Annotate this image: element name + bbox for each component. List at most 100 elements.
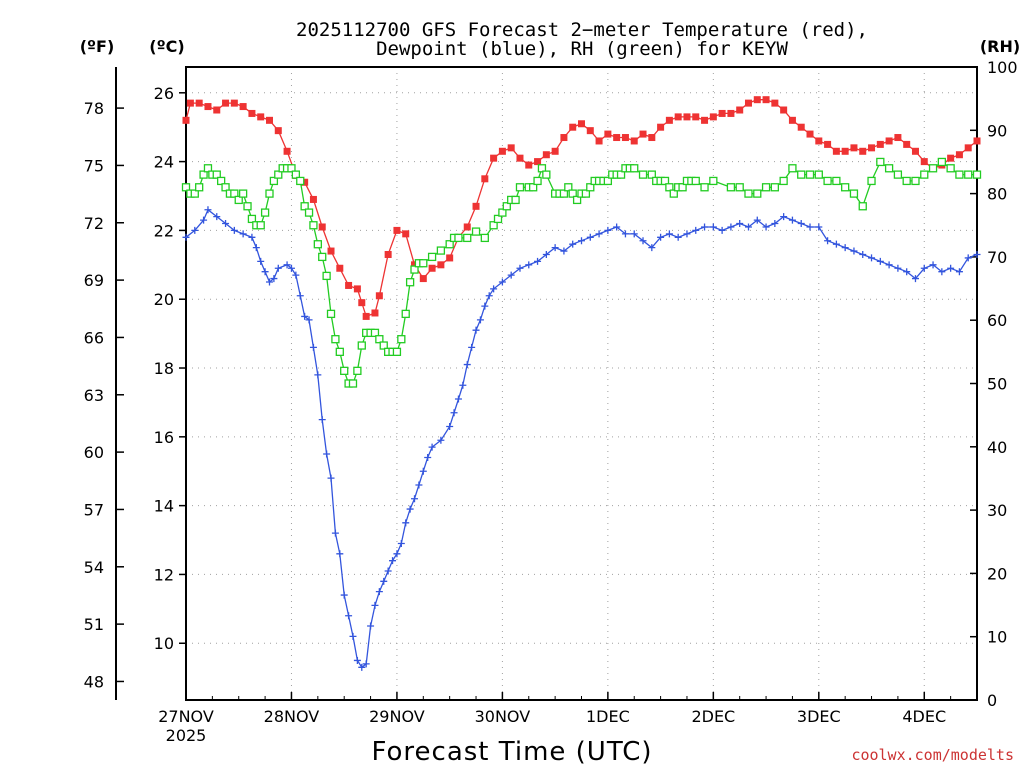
dewpoint-point — [345, 612, 353, 620]
dewpoint-point — [621, 230, 629, 238]
dewpoint-point — [929, 261, 937, 269]
temperature-point — [327, 247, 335, 255]
fahrenheit-tick-label: 78 — [84, 99, 104, 118]
dewpoint-point — [727, 223, 735, 231]
rh-tick-label: 90 — [987, 121, 1007, 140]
rh-point — [410, 265, 419, 274]
dewpoint-point — [586, 233, 594, 241]
rh-point — [814, 170, 823, 179]
dewpoint-point — [709, 223, 717, 231]
dewpoint-point — [472, 326, 480, 334]
rh-point — [340, 366, 349, 375]
temperature-point — [393, 226, 401, 234]
dewpoint-point — [648, 244, 656, 252]
dewpoint-point — [222, 220, 230, 228]
rh-point — [300, 202, 309, 211]
dewpoint-point — [415, 481, 423, 489]
rh-point — [493, 214, 503, 224]
rh-point — [709, 176, 718, 186]
rh-point — [234, 195, 243, 205]
rh-tick-label: 30 — [987, 501, 1007, 520]
temperature-point — [955, 151, 963, 159]
temperature-point — [648, 134, 656, 142]
temperature-point — [516, 154, 524, 162]
temperature-point — [318, 223, 326, 231]
fahrenheit-tick-label: 66 — [84, 328, 104, 347]
rh-point — [779, 176, 788, 186]
dewpoint-point — [630, 230, 638, 238]
temperature-point — [753, 96, 761, 104]
rh-point — [542, 170, 551, 179]
temperature-point — [446, 254, 454, 262]
rh-point — [911, 176, 920, 186]
dewpoint-point — [903, 268, 911, 276]
rh-point — [238, 189, 248, 198]
dewpoint-point — [876, 257, 884, 265]
dewpoint-point — [894, 264, 902, 272]
temperature-point — [428, 264, 436, 272]
dewpoint-point — [516, 264, 524, 272]
temperature-point — [542, 151, 550, 159]
dewpoint-point — [287, 264, 295, 272]
dewpoint-point — [955, 268, 963, 276]
series-dewpoint — [182, 206, 981, 671]
temperature-point — [402, 230, 410, 238]
temperature-point — [859, 147, 867, 155]
rh-point — [471, 227, 481, 236]
rh-point — [181, 183, 191, 192]
dewpoint-point — [270, 275, 278, 283]
rh-point — [247, 214, 257, 224]
rh-point — [260, 208, 270, 217]
dewpoint-point — [402, 519, 410, 527]
rh-tick-label: 10 — [987, 628, 1007, 647]
rh-point — [876, 157, 885, 167]
rh-point — [849, 189, 859, 198]
dewpoint-point — [744, 223, 752, 231]
dewpoint-point — [375, 588, 383, 596]
rh-point — [357, 341, 366, 350]
celsius-tick-label: 14 — [154, 497, 174, 516]
rh-point — [841, 183, 850, 192]
celsius-tick-label: 12 — [154, 565, 174, 584]
dewpoint-point — [683, 230, 691, 238]
rh-point — [964, 170, 973, 179]
rh-point — [884, 164, 894, 173]
dewpoint-point — [230, 226, 238, 234]
temperature-point — [920, 158, 928, 166]
temperature-point — [780, 106, 788, 114]
temperature-point — [222, 99, 230, 107]
dewpoint-point — [200, 216, 208, 224]
temperature-point — [788, 116, 796, 124]
temperature-point — [674, 113, 682, 121]
x-tick-label: 1DEC — [586, 707, 630, 726]
dewpoint-point — [753, 216, 761, 224]
dewpoint-point — [446, 423, 454, 431]
dewpoint-point — [692, 226, 700, 234]
dewpoint-point — [604, 226, 612, 234]
dewpoint-point — [665, 230, 673, 238]
rh-point — [660, 176, 670, 186]
temperature-point — [911, 147, 919, 155]
temperature-point — [239, 103, 247, 111]
dewpoint-point — [911, 275, 919, 283]
temperature-point — [806, 130, 814, 138]
x-tick-label: 27NOV — [158, 707, 214, 726]
x-tick-label: 2DEC — [691, 707, 735, 726]
temperature-point — [498, 147, 506, 155]
rh-point — [379, 341, 388, 350]
rh-tick-label: 60 — [987, 311, 1007, 330]
rh-tick-label: 0 — [987, 691, 997, 710]
rh-point — [823, 176, 832, 186]
dewpoint-point — [534, 257, 542, 265]
fahrenheit-tick-label: 69 — [84, 271, 104, 290]
dewpoint-point — [318, 416, 326, 424]
rh-point — [269, 176, 279, 186]
dewpoint-point — [498, 278, 506, 286]
x-tick-label: 3DEC — [797, 707, 841, 726]
dewpoint-point — [380, 577, 388, 585]
temperature-point — [309, 195, 317, 203]
celsius-unit-label: (ºC) — [149, 37, 184, 56]
temperature-point — [301, 178, 309, 186]
temperature-point — [463, 223, 471, 231]
rh-tick-label: 80 — [987, 185, 1007, 204]
